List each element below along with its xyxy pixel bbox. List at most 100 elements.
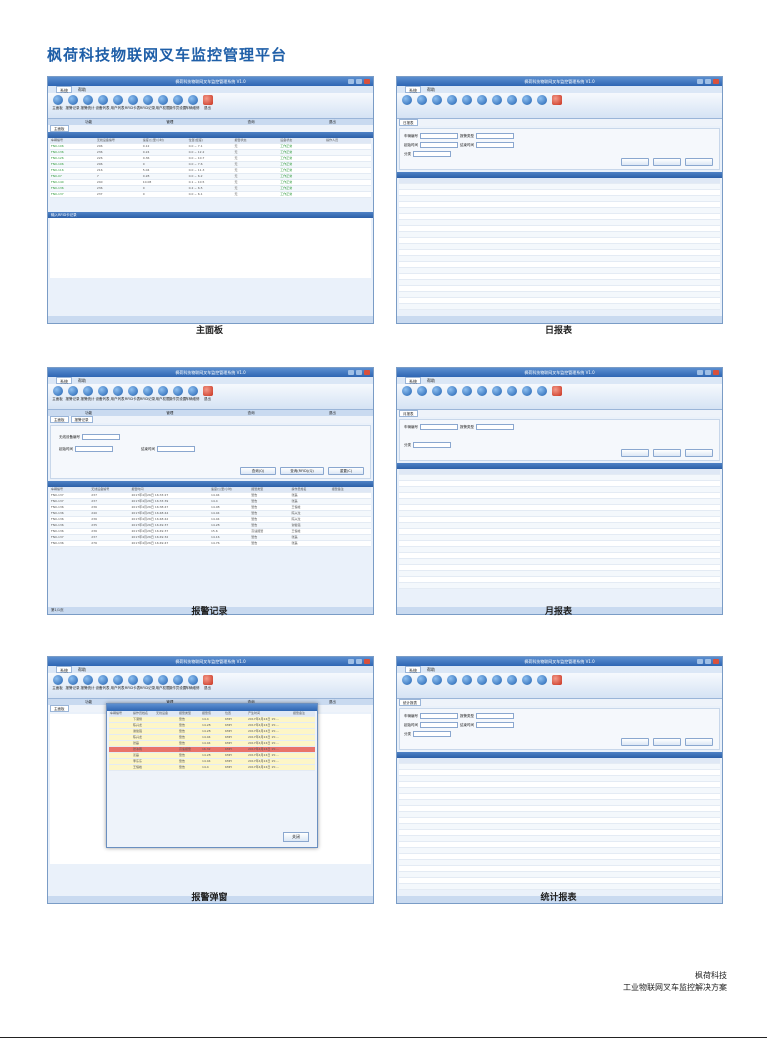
table-row[interactable] [399, 286, 720, 292]
tab-main-panel[interactable]: 主面板 [50, 416, 69, 423]
table-row[interactable] [399, 565, 720, 571]
table-row[interactable]: FN0-136 236 2017年4月26日 16:48:42 14.04 警告 陈兴龙 [50, 517, 371, 523]
ribbon-exit-button[interactable] [550, 675, 563, 696]
maximize-icon[interactable] [705, 79, 711, 84]
ribbon-repair-button[interactable]: 车辆维修 [186, 675, 200, 696]
table-row[interactable] [399, 866, 720, 872]
table-row[interactable] [399, 878, 720, 884]
menu-system[interactable]: 系统 [405, 86, 421, 93]
table-row[interactable] [399, 523, 720, 529]
table-row[interactable] [399, 782, 720, 788]
table-row[interactable] [399, 262, 720, 268]
table-row[interactable] [399, 226, 720, 232]
ribbon-rfid-record-button[interactable] [490, 95, 503, 116]
table-row[interactable] [399, 758, 720, 764]
table-row[interactable] [399, 559, 720, 565]
ribbon-rfid-card-button[interactable] [475, 386, 488, 407]
ribbon-rfid-card-button[interactable] [475, 675, 488, 696]
ribbon-permission-button[interactable]: 用户权限 [156, 675, 170, 696]
table-row[interactable]: FN0-136 276 2017年4月26日 16:49:47 14.76 警告 张磊 [50, 541, 371, 547]
close-icon[interactable] [713, 659, 719, 664]
table-row[interactable] [399, 214, 720, 220]
table-row[interactable]: 张冰雨 高速报警 16.32 KMH 2017年4月24日 15:... [109, 747, 315, 753]
ribbon-alarm-stats-button[interactable]: 报警统计 [81, 95, 95, 116]
ribbon-main-panel-button[interactable] [400, 95, 413, 116]
table-row[interactable] [399, 541, 720, 547]
ribbon-user-list-button[interactable] [460, 675, 473, 696]
table-row[interactable] [399, 884, 720, 890]
menu-help[interactable]: 帮助 [427, 378, 435, 383]
table-row[interactable] [399, 184, 720, 190]
alarm-type-input[interactable] [476, 713, 514, 719]
table-row[interactable] [399, 517, 720, 523]
table-row[interactable] [399, 202, 720, 208]
table-row[interactable] [399, 292, 720, 298]
close-icon[interactable] [364, 370, 370, 375]
table-row[interactable] [399, 830, 720, 836]
menu-system[interactable]: 系统 [56, 86, 72, 93]
ribbon-alarm-record-button[interactable] [415, 675, 428, 696]
ribbon-rfid-record-button[interactable]: RFID记录 [140, 675, 155, 696]
table-row[interactable] [399, 190, 720, 196]
table-row[interactable] [399, 770, 720, 776]
table-row[interactable] [399, 505, 720, 511]
table-row[interactable] [399, 208, 720, 214]
close-icon[interactable] [713, 79, 719, 84]
menu-help[interactable]: 帮助 [427, 667, 435, 672]
end-time-input[interactable] [476, 722, 514, 728]
menu-system[interactable]: 系统 [405, 377, 421, 384]
ribbon-alarm-record-button[interactable]: 报警记录 [66, 675, 80, 696]
ribbon-permission-button[interactable]: 用户权限 [156, 95, 170, 116]
table-row[interactable] [399, 481, 720, 487]
table-row[interactable] [399, 298, 720, 304]
query-button[interactable] [621, 158, 649, 166]
menu-help[interactable]: 帮助 [78, 378, 86, 383]
table-row[interactable] [399, 812, 720, 818]
ribbon-main-panel-button[interactable]: 主面板 [51, 386, 64, 407]
table-row[interactable] [399, 818, 720, 824]
ribbon-alarm-record-button[interactable]: 报警记录 [66, 386, 80, 407]
ribbon-main-panel-button[interactable] [400, 675, 413, 696]
reset-button[interactable]: 重置(C) [328, 467, 364, 475]
table-row[interactable] [399, 178, 720, 184]
table-row[interactable] [399, 553, 720, 559]
table-row[interactable] [399, 547, 720, 553]
table-row[interactable] [399, 842, 720, 848]
minimize-icon[interactable] [697, 370, 703, 375]
end-time-input[interactable] [157, 446, 195, 452]
table-row[interactable] [399, 824, 720, 830]
table-row[interactable] [399, 806, 720, 812]
device-input[interactable] [82, 434, 120, 440]
table-row[interactable] [399, 571, 720, 577]
ribbon-user-list-button[interactable]: 用户列表 [111, 386, 125, 407]
maximize-icon[interactable] [356, 659, 362, 664]
table-row[interactable]: 陈兴龙 警告 14.28 KMH 2017年4月24日 15:... [109, 723, 315, 729]
ribbon-repair-button[interactable]: 车辆维修 [186, 386, 200, 407]
reset-button[interactable] [685, 158, 713, 166]
table-row[interactable] [399, 256, 720, 262]
table-row[interactable]: FN0-137 237 2017年4月26日 16:33:39 14.4 警告 张磊 [50, 499, 371, 505]
table-row[interactable] [399, 854, 720, 860]
popup-close-button[interactable]: 关闭 [283, 832, 309, 842]
menu-help[interactable]: 帮助 [78, 667, 86, 672]
ribbon-main-panel-button[interactable]: 主面板 [51, 95, 64, 116]
ribbon-device-list-button[interactable] [445, 675, 458, 696]
table-row[interactable]: FN0-136 236 2017年4月26日 16:49:37 15.6 高速报警 王恒峰 [50, 529, 371, 535]
table-row[interactable] [399, 244, 720, 250]
tab-daily-report[interactable]: 日报表 [399, 119, 418, 126]
close-icon[interactable] [364, 659, 370, 664]
ribbon-main-panel-button[interactable] [400, 386, 413, 407]
ribbon-permission-button[interactable] [505, 95, 518, 116]
table-row[interactable]: 李东东 警告 14.04 KMH 2017年4月24日 15:... [109, 759, 315, 765]
ribbon-alarm-record-button[interactable] [415, 386, 428, 407]
ribbon-alarm-stats-button[interactable]: 报警统计 [81, 386, 95, 407]
table-row[interactable] [399, 529, 720, 535]
vehicle-input[interactable] [420, 133, 458, 139]
minimize-icon[interactable] [348, 659, 354, 664]
table-row[interactable] [399, 196, 720, 202]
ribbon-user-list-button[interactable] [460, 386, 473, 407]
table-row[interactable] [399, 268, 720, 274]
minimize-icon[interactable] [697, 659, 703, 664]
tab-stats-report[interactable]: 统计报表 [399, 699, 421, 706]
ribbon-user-list-button[interactable]: 用户列表 [111, 95, 125, 116]
